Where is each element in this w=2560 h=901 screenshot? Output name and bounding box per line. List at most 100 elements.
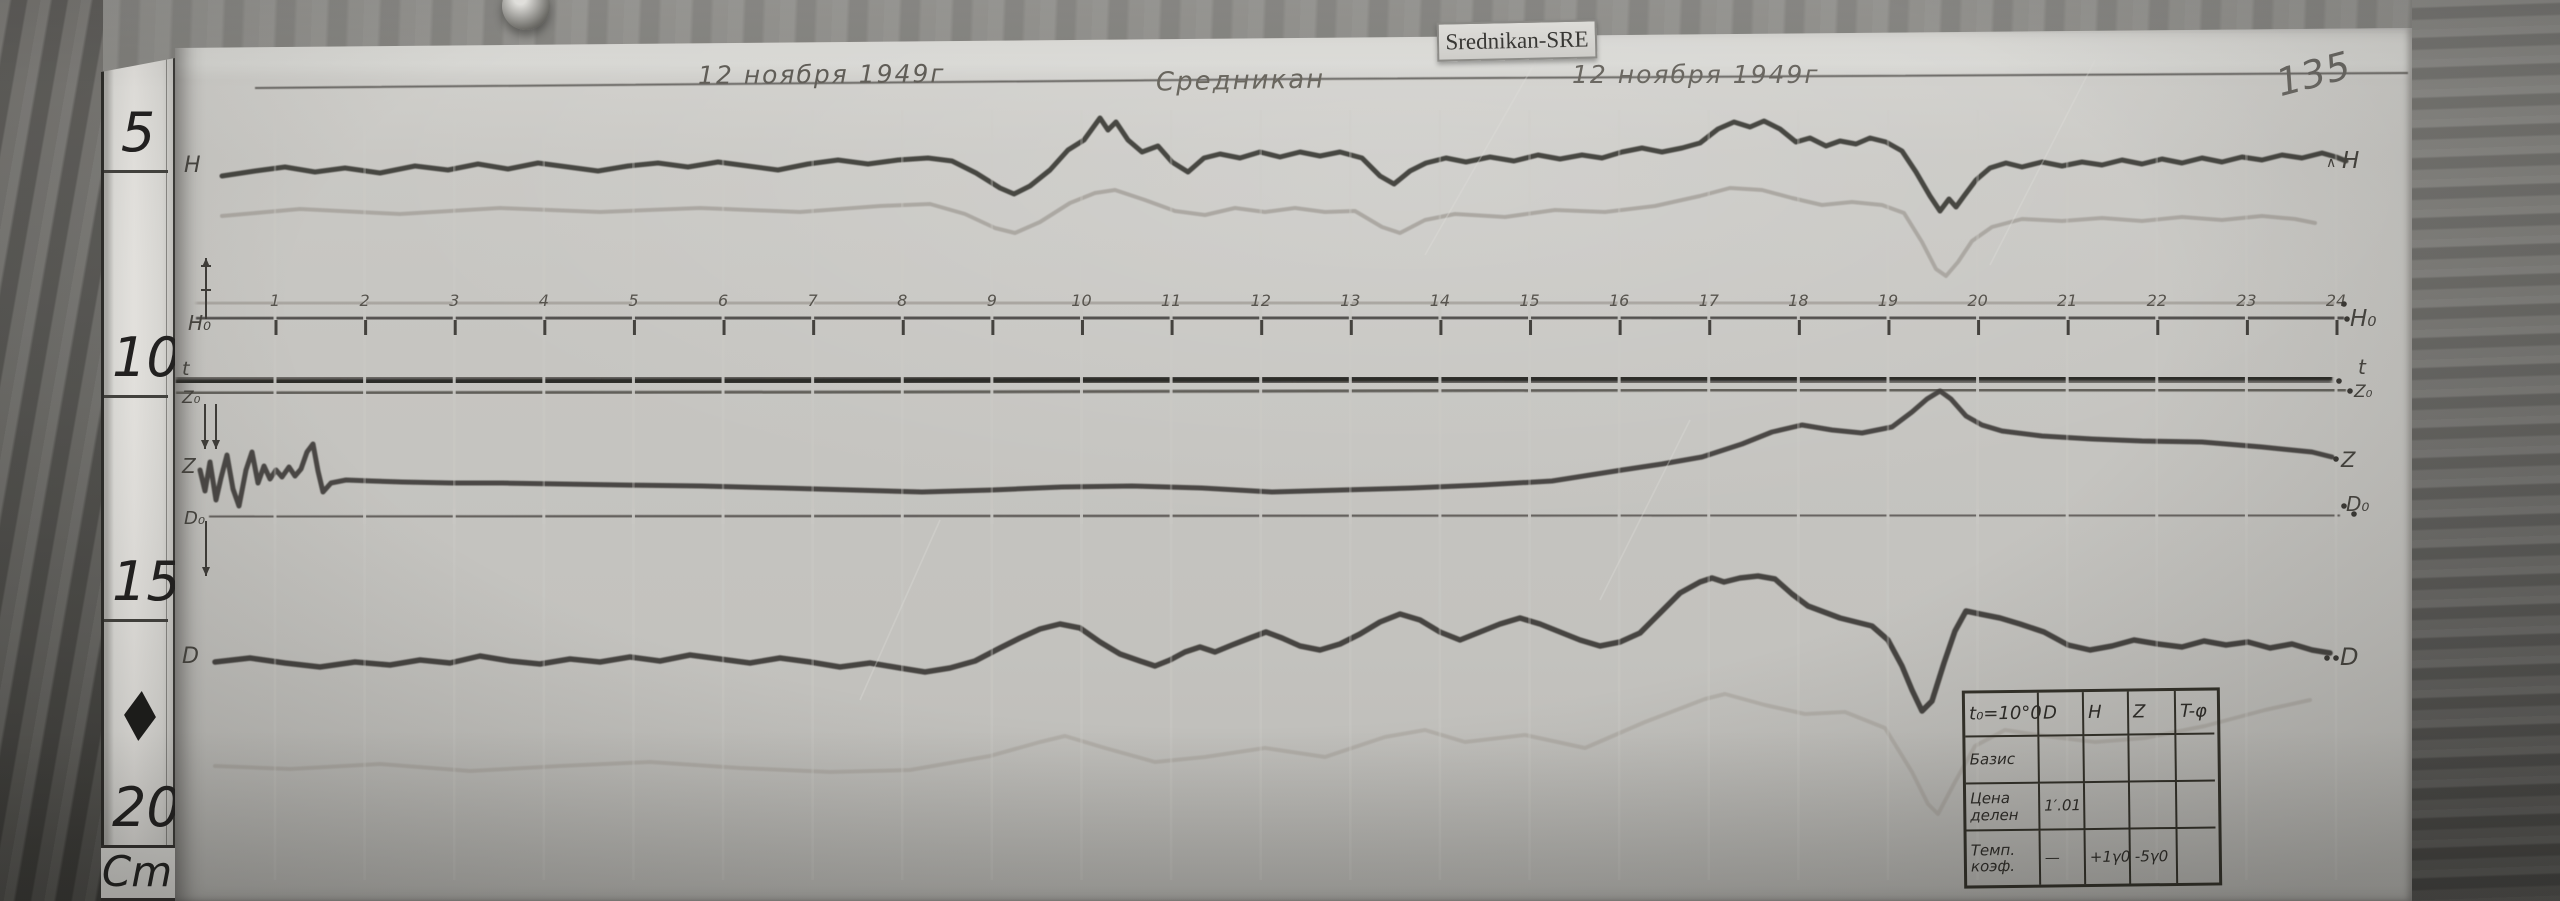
trace-label: H	[184, 153, 201, 178]
ruler-division	[104, 170, 168, 173]
table-cell: +1γ0	[2085, 829, 2132, 885]
trace-label: Z₀	[181, 388, 201, 408]
wooden-table-right	[2412, 0, 2560, 901]
table-cell	[2084, 782, 2131, 831]
trace-label: D	[2340, 643, 2358, 671]
hour-label: 11	[1161, 291, 1181, 310]
station-tag: Srednikan-SRE	[1436, 19, 1598, 62]
hour-label: 23	[2236, 291, 2256, 310]
handwritten-date-right: 12 ноября 1949г	[1572, 60, 1820, 89]
hour-label: 24	[2326, 291, 2346, 310]
trace-end-dot	[2336, 378, 2342, 384]
arrowhead-up	[202, 258, 210, 267]
hour-label: 6	[718, 291, 728, 310]
wooden-table-left	[0, 0, 103, 901]
table-cell	[2039, 736, 2085, 784]
hour-label: 10	[1071, 291, 1091, 310]
trace-end-dot	[2324, 655, 2330, 661]
hour-label: 1	[270, 291, 280, 310]
hour-label: 16	[1609, 291, 1629, 310]
table-cell	[2084, 735, 2130, 784]
trace-label: ∧	[2326, 155, 2336, 171]
ruler-edge-line	[173, 58, 175, 901]
scratch-line	[1989, 59, 2096, 266]
trace-label: Z	[2340, 448, 2356, 472]
baseline-H0-dark	[195, 314, 2345, 322]
trace-label: t	[2358, 355, 2367, 379]
trace-Z	[197, 388, 2335, 509]
trace-label: t	[182, 358, 191, 380]
hour-label: 4	[539, 291, 549, 310]
trace-end-dot	[2341, 301, 2347, 307]
trace-end-dot	[2344, 316, 2350, 322]
hour-label: 3	[449, 291, 459, 310]
trace-label: D₀	[184, 508, 205, 529]
table-header-cell: t₀=10°0	[1964, 692, 2042, 738]
table-header-cell: H	[2083, 691, 2130, 737]
trace-end-dot	[2333, 456, 2339, 462]
magnetogram-sheet	[175, 28, 2412, 901]
trace-D-dark	[212, 573, 2333, 714]
hour-label: 7	[808, 291, 819, 310]
trace-end-dot	[2347, 388, 2353, 394]
baseline-t-core	[175, 375, 2332, 385]
hour-label: 9	[987, 291, 997, 310]
table-cell	[2178, 828, 2217, 882]
baseline-top-rule	[254, 72, 2409, 89]
station-tag-label: Srednikan-SRE	[1445, 26, 1589, 54]
ruler-division	[104, 395, 168, 398]
table-cell	[2129, 781, 2178, 830]
hour-label: 18	[1788, 291, 1808, 310]
trace-label: H₀	[2350, 306, 2377, 332]
arrowhead-down	[212, 440, 220, 449]
baseline-D0	[208, 513, 2340, 519]
trace-end-dot	[2351, 511, 2357, 517]
table-row-label: Цена делен	[1965, 783, 2041, 832]
trace-end-dot	[2333, 655, 2339, 661]
hour-label: 15	[1519, 291, 1539, 310]
hour-label: 2	[360, 291, 370, 310]
baseline-H0-light	[195, 298, 2341, 308]
ruler-mark-20: 20	[112, 776, 181, 839]
hour-label: 17	[1699, 291, 1720, 310]
hour-label: 22	[2147, 291, 2167, 310]
table-row-label: Базис	[1965, 736, 2040, 785]
ruler-inner-line	[165, 58, 167, 901]
handwritten-station-name: Средникан	[1155, 64, 1326, 98]
hour-label: 14	[1430, 291, 1450, 310]
ruler-division	[104, 619, 168, 622]
table-header-cell: T-φ	[2175, 690, 2215, 735]
arrowhead-down	[201, 440, 209, 449]
hour-label: 13	[1340, 291, 1360, 310]
ruler-mark-5: 5	[120, 101, 156, 164]
hour-label: 21	[2057, 291, 2077, 310]
ruler-mark-10: 10	[112, 326, 181, 389]
trace-label: H₀	[188, 311, 211, 335]
trace-H-light	[220, 186, 2317, 278]
scratch-line	[859, 519, 941, 701]
table-cell: -5γ0	[2130, 828, 2179, 884]
hour-label: 8	[897, 291, 907, 310]
trace-label: D₀	[2346, 492, 2369, 516]
trace-label: Z	[181, 454, 197, 478]
table-header-cell: D	[2038, 692, 2085, 737]
trace-label: H	[2342, 148, 2359, 174]
scratch-line	[1599, 419, 1691, 601]
hour-label: 12	[1251, 291, 1271, 310]
centimeter-ruler: 5 10 15 20 Cm	[101, 58, 181, 901]
table-cell	[2129, 734, 2177, 783]
diamond-marker-icon	[122, 690, 157, 742]
hour-label: 20	[1967, 291, 1987, 310]
table-row-label: Темп. коэф.	[1966, 830, 2042, 886]
table-cell: 1′.01	[2039, 783, 2086, 831]
hour-label: 19	[1878, 291, 1898, 310]
trace-D-light	[213, 692, 2312, 816]
trace-label: D	[182, 644, 199, 669]
ruler-unit-label: Cm	[101, 847, 173, 896]
ruler-mark-15: 15	[112, 550, 181, 613]
table-header-cell: Z	[2128, 690, 2177, 736]
baseline-Z0	[175, 388, 2346, 395]
trace-end-dot	[2341, 503, 2347, 509]
